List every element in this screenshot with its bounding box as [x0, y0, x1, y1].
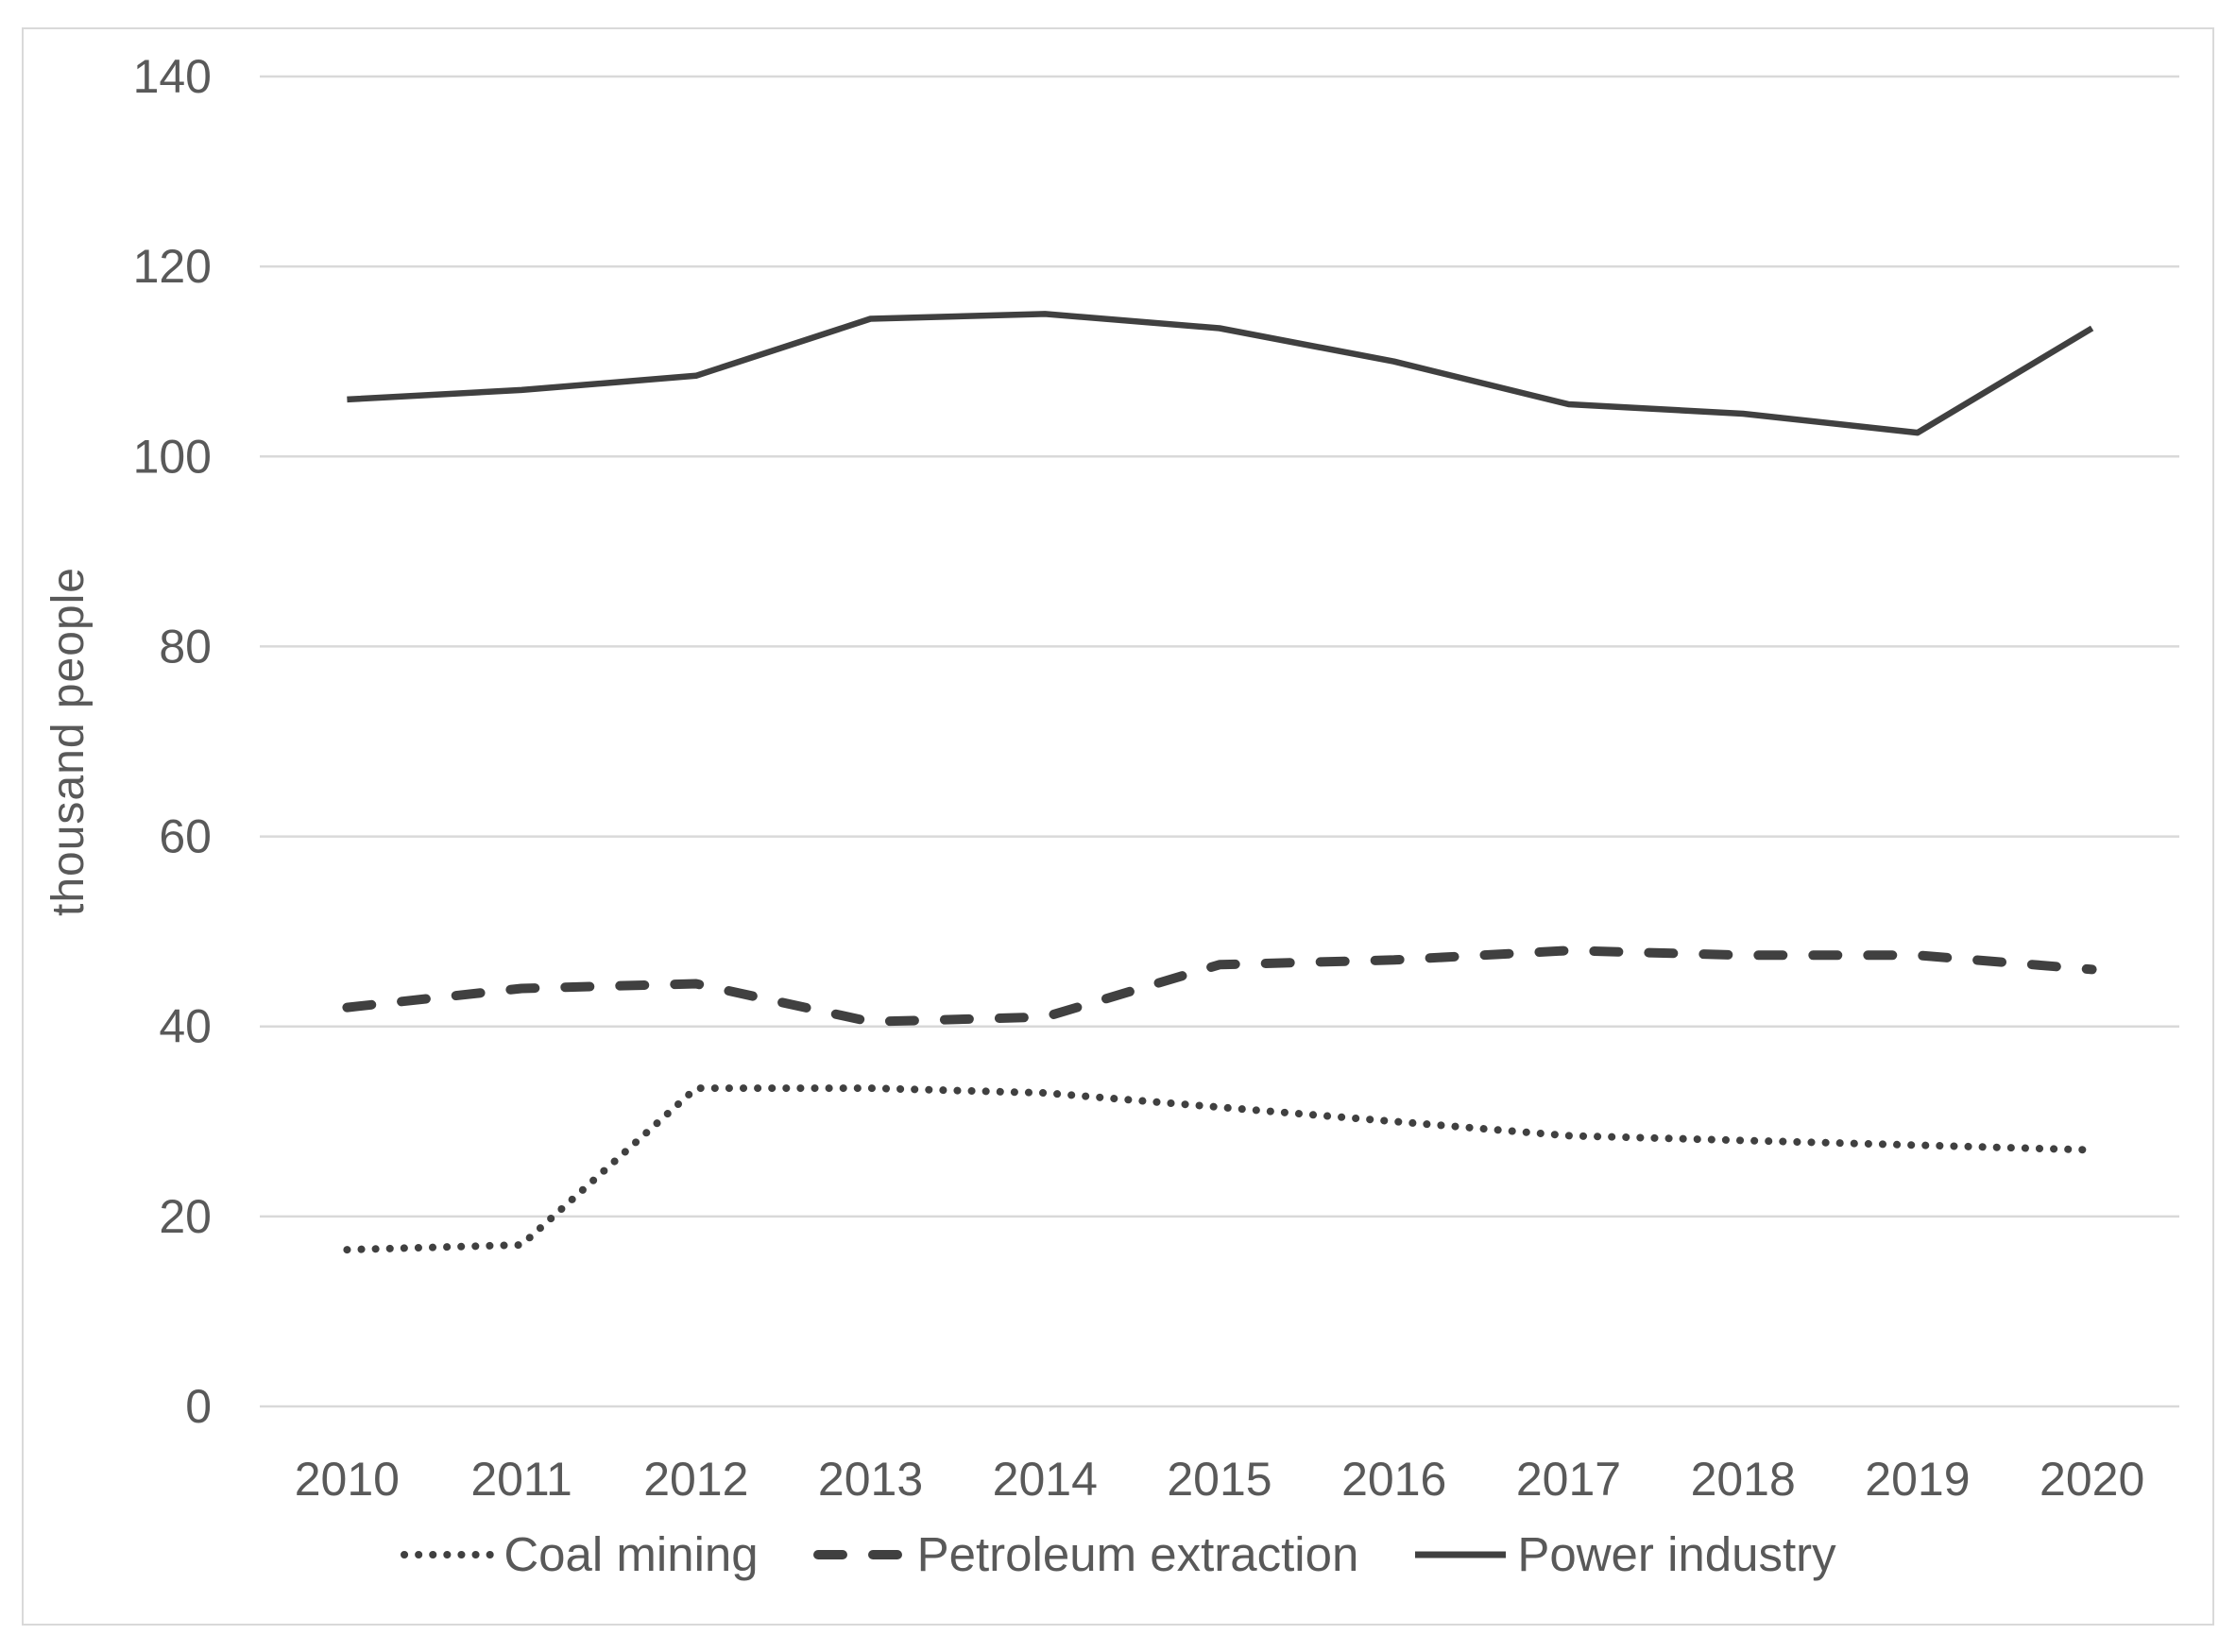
x-tick-label-2015: 2015 — [1167, 1453, 1272, 1506]
x-tick-label-2011: 2011 — [470, 1453, 572, 1506]
y-tick-label-140: 140 — [133, 50, 212, 103]
x-tick-label-2016: 2016 — [1341, 1453, 1446, 1506]
legend-label-power-industry: Power industry — [1517, 1527, 1836, 1581]
dashed-line-key-icon — [812, 1549, 908, 1559]
legend-label-petroleum-extraction: Petroleum extraction — [916, 1527, 1359, 1581]
x-tick-label-2013: 2013 — [818, 1453, 923, 1506]
legend-item-petroleum-extraction: Petroleum extraction — [812, 1527, 1359, 1581]
y-tick-label-40: 40 — [159, 1000, 212, 1053]
x-axis-tick-labels: 2010 2011 2012 2013 2014 2015 2016 2017 2018 2019… — [295, 1453, 2145, 1506]
x-tick-label-2012: 2012 — [643, 1453, 748, 1506]
solid-line-key-icon — [1415, 1551, 1507, 1558]
legend-label-coal-mining: Coal mining — [504, 1527, 759, 1581]
series-line-petroleum-extraction — [342, 945, 2097, 1027]
y-tick-label-80: 80 — [159, 620, 212, 673]
chart-border — [22, 27, 2214, 1626]
series-line-power-industry — [347, 311, 2094, 436]
x-tick-label-2017: 2017 — [1516, 1453, 1621, 1506]
y-tick-label-20: 20 — [159, 1190, 212, 1243]
y-axis-title: thousand people — [43, 567, 94, 916]
x-tick-label-2020: 2020 — [2040, 1453, 2144, 1506]
gridlines — [260, 75, 2179, 1408]
x-tick-label-2010: 2010 — [295, 1453, 400, 1506]
y-tick-label-120: 120 — [133, 240, 212, 293]
series-line-coal-mining — [343, 1084, 2096, 1254]
y-axis-tick-labels: 0 20 40 60 80 100 120 140 — [133, 50, 212, 1433]
y-tick-label-100: 100 — [133, 430, 212, 483]
x-tick-label-2014: 2014 — [993, 1453, 1098, 1506]
x-tick-label-2018: 2018 — [1691, 1453, 1796, 1506]
chart-legend: Coal mining Petroleum extraction Power i… — [0, 1530, 2236, 1578]
x-tick-label-2019: 2019 — [1865, 1453, 1970, 1506]
legend-item-power-industry: Power industry — [1413, 1527, 1836, 1581]
series-lines — [342, 311, 2097, 1254]
legend-item-coal-mining: Coal mining — [400, 1527, 759, 1581]
dotted-line-key-icon — [401, 1550, 495, 1558]
y-tick-label-0: 0 — [185, 1380, 212, 1433]
y-tick-label-60: 60 — [159, 810, 212, 863]
